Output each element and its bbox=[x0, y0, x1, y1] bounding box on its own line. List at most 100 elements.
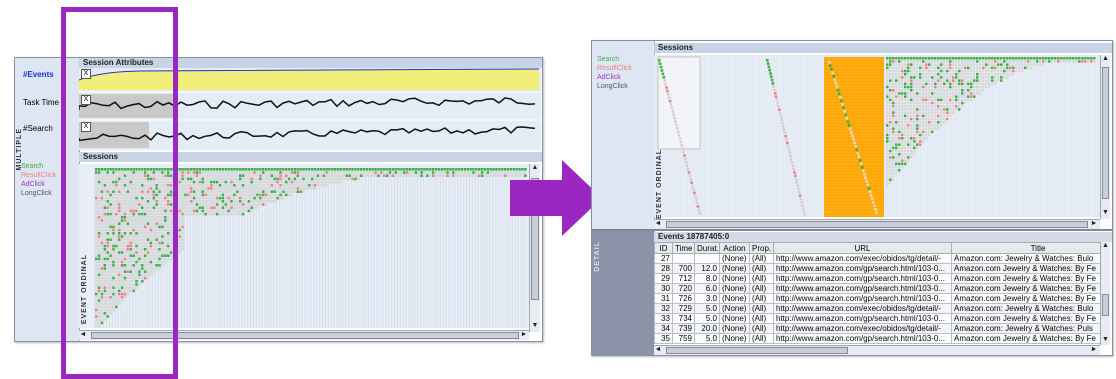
table-cell: (All) bbox=[749, 263, 774, 274]
table-cell: (None) bbox=[719, 253, 750, 264]
scroll-down-arrow-icon[interactable]: ▼ bbox=[1102, 209, 1109, 216]
table-cell: http://www.amazon.com/gp/search.html/103… bbox=[773, 263, 952, 274]
table-cell: Amazon.com Jewelry & Watches: By Fe bbox=[951, 293, 1100, 304]
table-cell: http://www.amazon.com/gp/search.html/103… bbox=[773, 273, 952, 284]
table-cell: (None) bbox=[719, 293, 750, 304]
table-cell: 28 bbox=[654, 263, 673, 274]
left-vertical-thumb[interactable] bbox=[531, 178, 539, 300]
table-cell: Amazon.com Jewelry & Watches: By Fe bbox=[951, 333, 1100, 344]
table-cell: 31 bbox=[654, 293, 673, 304]
table-cell: 33 bbox=[654, 313, 673, 324]
column-header-action[interactable]: Action bbox=[719, 242, 750, 254]
legend-right: Search ResultClick AdClick LongClick bbox=[597, 55, 632, 91]
table-row[interactable]: 34 739 20.0 (None) (All) http://www.amazon.co… bbox=[654, 323, 1100, 334]
table-cell: (All) bbox=[749, 293, 774, 304]
column-header-url[interactable]: URL bbox=[773, 242, 952, 254]
scroll-left-arrow-icon[interactable]: ◄ bbox=[654, 346, 662, 353]
left-window: MULTIPLE #Events Task Time #Search Sessi… bbox=[14, 57, 543, 342]
legend-left: Search ResultClick AdClick LongClick bbox=[21, 162, 56, 198]
scroll-up-arrow-icon[interactable]: ▲ bbox=[1102, 242, 1109, 249]
column-header-duration[interactable]: Durat. bbox=[694, 242, 720, 254]
events-table: ID Time Durat. Action Prop. URL Title 27… bbox=[654, 242, 1100, 344]
table-cell: 5.0 bbox=[694, 303, 720, 314]
table-row[interactable]: 30 720 6.0 (None) (All) http://www.amazon.com… bbox=[654, 283, 1100, 294]
table-cell: http://www.amazon.com/gp/search.html/103… bbox=[773, 333, 952, 344]
table-cell: 20.0 bbox=[694, 323, 720, 334]
left-sidebar bbox=[15, 58, 80, 341]
table-cell: (All) bbox=[749, 323, 774, 334]
remove-search-attr-button[interactable]: X bbox=[81, 122, 91, 132]
table-cell: 729 bbox=[672, 303, 695, 314]
events-header: Events 18787405:0 bbox=[654, 232, 1112, 242]
remove-events-attr-button[interactable]: X bbox=[81, 69, 91, 79]
left-horizontal-scrollbar[interactable]: ◄ ► bbox=[79, 330, 529, 340]
attr-label-search[interactable]: #Search bbox=[23, 124, 53, 133]
table-cell: http://www.amazon.com/gp/search.html/103… bbox=[773, 293, 952, 304]
left-vertical-scrollbar[interactable]: ▲ ▼ bbox=[529, 164, 540, 332]
table-cell: 726 bbox=[672, 293, 695, 304]
scroll-left-arrow-icon[interactable]: ◄ bbox=[79, 331, 87, 338]
table-cell: (All) bbox=[749, 253, 774, 264]
table-cell: 712 bbox=[672, 273, 695, 284]
scroll-up-arrow-icon[interactable]: ▲ bbox=[1102, 55, 1109, 62]
table-row[interactable]: 35 759 5.0 (None) (All) http://www.amazon.com… bbox=[654, 333, 1100, 344]
table-cell: Amazon.com Jewelry & Watches: By Fe bbox=[951, 313, 1100, 324]
right-vertical-scrollbar[interactable]: ▲ ▼ bbox=[1100, 55, 1110, 219]
attr-label-events[interactable]: #Events bbox=[23, 70, 54, 79]
right-horizontal-thumb[interactable] bbox=[666, 221, 1088, 228]
scroll-down-arrow-icon[interactable]: ▼ bbox=[531, 322, 539, 329]
table-cell: (All) bbox=[749, 273, 774, 284]
table-cell: Amazon.com Jewelry & Watches: By Fe bbox=[951, 273, 1100, 284]
table-row[interactable]: 32 729 5.0 (None) (All) http://www.amazon.com… bbox=[654, 303, 1100, 314]
table-cell: (None) bbox=[719, 303, 750, 314]
table-cell bbox=[672, 253, 695, 264]
column-header-prop[interactable]: Prop. bbox=[749, 242, 774, 254]
table-row[interactable]: 28 700 12.0 (None) (All) http://www.amazon.co… bbox=[654, 263, 1100, 274]
legend-result-click: ResultClick bbox=[597, 65, 633, 72]
scroll-up-arrow-icon[interactable]: ▲ bbox=[531, 164, 539, 171]
highlight-rectangle bbox=[61, 7, 178, 379]
table-row[interactable]: 27 (None) (All) http://www.amazon.com/exec/… bbox=[654, 253, 1100, 264]
right-vertical-thumb[interactable] bbox=[1102, 67, 1109, 199]
table-cell: 734 bbox=[672, 313, 695, 324]
legend-ad-click: AdClick bbox=[21, 181, 45, 188]
table-vertical-thumb[interactable] bbox=[1102, 294, 1109, 316]
legend-search: Search bbox=[597, 56, 620, 63]
table-cell: (None) bbox=[719, 283, 750, 294]
table-row[interactable]: 33 734 5.0 (None) (All) http://www.amazon.com… bbox=[654, 313, 1100, 324]
table-cell: 27 bbox=[654, 253, 673, 264]
table-cell: 5.0 bbox=[694, 313, 720, 324]
column-header-time[interactable]: Time bbox=[672, 242, 695, 254]
column-header-title[interactable]: Title bbox=[951, 242, 1100, 254]
right-horizontal-scrollbar[interactable]: ◄ ► bbox=[654, 219, 1100, 229]
left-horizontal-thumb[interactable] bbox=[91, 332, 519, 339]
table-row[interactable]: 31 726 3.0 (None) (All) http://www.amazon.com… bbox=[654, 293, 1100, 304]
table-cell: 8.0 bbox=[694, 273, 720, 284]
table-cell: Amazon.com Jewelry & Watches: By Fe bbox=[951, 283, 1100, 294]
remove-task-time-attr-button[interactable]: X bbox=[81, 95, 91, 105]
scroll-right-arrow-icon[interactable]: ► bbox=[1090, 346, 1098, 353]
table-cell: (None) bbox=[719, 313, 750, 324]
detail-sidebar bbox=[592, 231, 655, 355]
table-horizontal-thumb[interactable] bbox=[666, 347, 848, 354]
table-cell: 700 bbox=[672, 263, 695, 274]
table-row[interactable]: 29 712 8.0 (None) (All) http://www.amazon.com… bbox=[654, 273, 1100, 284]
scroll-right-arrow-icon[interactable]: ► bbox=[520, 331, 528, 338]
table-cell: (None) bbox=[719, 263, 750, 274]
search-count-line bbox=[79, 126, 536, 142]
table-vertical-scrollbar[interactable]: ▲ ▼ bbox=[1100, 242, 1110, 345]
sessions-header-left: Sessions bbox=[79, 152, 542, 162]
table-cell: (All) bbox=[749, 303, 774, 314]
table-cell: Amazon.com: Jewelry & Watches: Bulo bbox=[951, 303, 1100, 314]
attr-label-task-time[interactable]: Task Time bbox=[23, 98, 60, 107]
right-arrow-icon bbox=[510, 160, 602, 236]
table-cell: (None) bbox=[719, 273, 750, 284]
table-cell: 720 bbox=[672, 283, 695, 294]
column-header-id[interactable]: ID bbox=[654, 242, 673, 254]
scroll-left-arrow-icon[interactable]: ◄ bbox=[654, 220, 662, 227]
table-cell bbox=[694, 253, 720, 264]
scroll-down-arrow-icon[interactable]: ▼ bbox=[1102, 336, 1109, 343]
table-cell: Amazon.com: Jewelry & Watches: Bulo bbox=[951, 253, 1100, 264]
table-horizontal-scrollbar[interactable]: ◄ ► bbox=[654, 345, 1100, 355]
scroll-right-arrow-icon[interactable]: ► bbox=[1090, 220, 1098, 227]
